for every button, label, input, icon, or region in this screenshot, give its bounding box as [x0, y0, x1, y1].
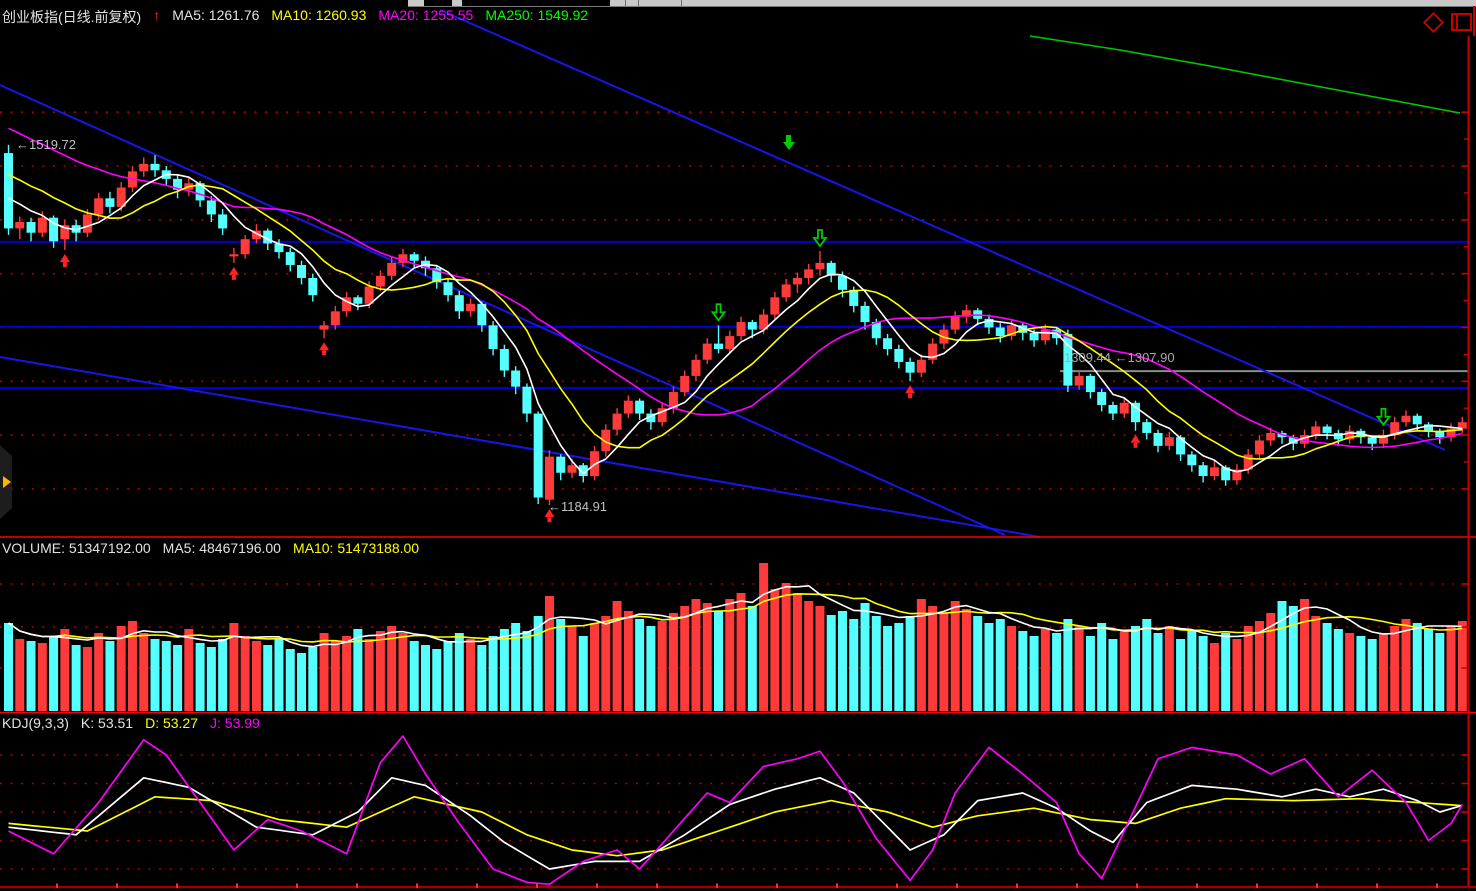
price-up-arrow-icon: ↑ [153, 7, 161, 23]
low-price-tag: ←1184.91 [548, 499, 608, 514]
ma5-value: MA5: 1261.76 [172, 7, 260, 23]
high-price-tag: ←1519.72 [16, 137, 76, 152]
volume-header: VOLUME: 51347192.00 MA5: 48467196.00 MA1… [2, 540, 419, 556]
ma10-value: MA10: 1260.93 [271, 7, 367, 23]
main-chart-header: 创业板指(日线.前复权) ↑ MA5: 1261.76 MA10: 1260.9… [2, 7, 588, 27]
chart-title: 创业板指(日线.前复权) [2, 9, 142, 25]
signal-markers [59, 135, 1392, 523]
kdj-k-value: K: 53.51 [80, 715, 134, 731]
toolbar-notch [462, 0, 610, 6]
expand-arrow-icon [3, 476, 11, 488]
volume-value: VOLUME: 51347192.00 [2, 540, 151, 556]
toolbar-divider [625, 0, 626, 6]
volume-ma10-value: MA10: 51473188.00 [292, 540, 420, 556]
ma20-value: MA20: 1255.55 [378, 7, 474, 23]
ma250-value: MA250: 1549.92 [485, 7, 589, 23]
toolbar-notch [424, 0, 452, 6]
ref-price-tag: 1309.44 ←1307.90 [1064, 350, 1175, 365]
volume-bars [4, 563, 1467, 711]
kdj-lines [8, 735, 1464, 886]
right-axis [1461, 36, 1470, 886]
sidebar-expand-tab[interactable] [0, 445, 12, 519]
split-window-divider [1456, 15, 1458, 29]
toolbar-strip [408, 0, 1476, 7]
kdj-d-value: D: 53.27 [145, 715, 199, 731]
kdj-header: KDJ(9,3,3) K: 53.51 D: 53.27 J: 53.99 [2, 715, 260, 731]
toolbar-divider [638, 0, 639, 6]
volume-ma-lines [8, 584, 1463, 648]
window-border [1473, 6, 1475, 36]
candles [4, 144, 1467, 506]
price-ma-lines [8, 127, 1463, 475]
toolbar-divider [681, 0, 682, 6]
gridlines [0, 111, 1468, 870]
kdj-j-value: J: 53.99 [210, 715, 260, 731]
panel-separators [0, 536, 1476, 889]
split-window-icon[interactable] [1451, 13, 1472, 31]
kdj-name: KDJ(9,3,3) [2, 715, 69, 731]
volume-ma5-value: MA5: 48467196.00 [162, 540, 281, 556]
